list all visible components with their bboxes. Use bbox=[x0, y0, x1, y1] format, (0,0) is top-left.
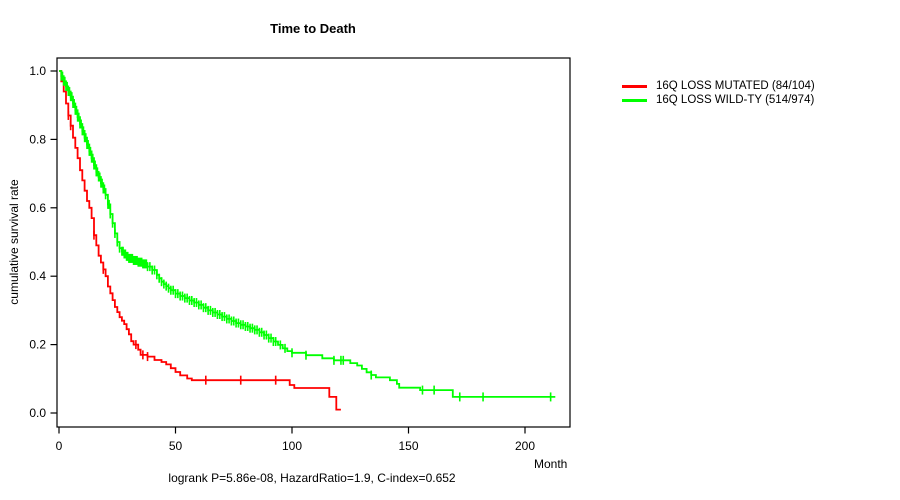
legend-item-mutated: 16Q LOSS MUTATED (84/104) bbox=[622, 79, 815, 93]
legend-line-green bbox=[622, 98, 647, 102]
x-tick-label: 50 bbox=[169, 439, 183, 453]
legend-label-mutated: 16Q LOSS MUTATED (84/104) bbox=[656, 80, 815, 92]
x-tick-label: 150 bbox=[398, 439, 418, 453]
x-tick-label: 0 bbox=[56, 439, 63, 453]
stats-annotation: logrank P=5.86e-08, HazardRatio=1.9, C-i… bbox=[168, 471, 456, 485]
legend-line-red bbox=[622, 84, 647, 88]
y-tick-label: 1.0 bbox=[29, 64, 46, 78]
survival-curve-wildtype bbox=[59, 70, 556, 398]
chart-title: Time to Death bbox=[270, 21, 356, 36]
y-tick-label: 0.8 bbox=[29, 132, 46, 146]
y-tick-label: 0.6 bbox=[29, 201, 46, 215]
y-tick-label: 0.0 bbox=[29, 406, 46, 420]
legend-item-wildtype: 16Q LOSS WILD-TY (514/974) bbox=[622, 93, 815, 107]
x-axis-label: Month bbox=[534, 457, 568, 471]
x-tick-label: 100 bbox=[282, 439, 302, 453]
y-tick-label: 0.2 bbox=[29, 338, 46, 352]
survival-curve-mutated bbox=[59, 70, 341, 411]
legend-label-wildtype: 16Q LOSS WILD-TY (514/974) bbox=[656, 94, 815, 106]
x-tick-label: 200 bbox=[515, 439, 535, 453]
legend: 16Q LOSS MUTATED (84/104) 16Q LOSS WILD-… bbox=[622, 79, 815, 107]
y-tick-label: 0.4 bbox=[29, 269, 46, 283]
plot-box bbox=[56, 57, 571, 428]
